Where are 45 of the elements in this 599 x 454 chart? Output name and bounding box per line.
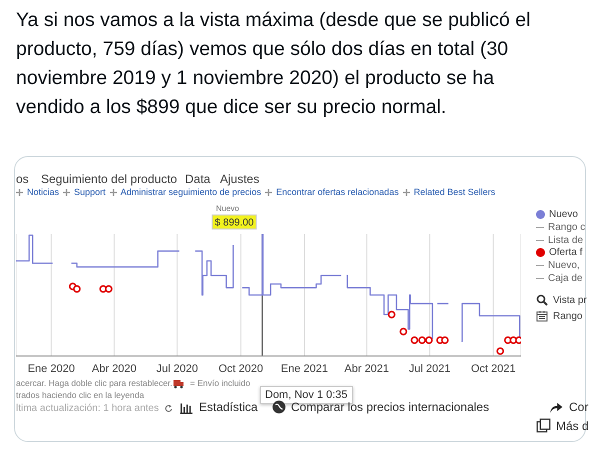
point: [400, 328, 408, 336]
legend-label: Nuevo: [548, 209, 578, 220]
text: Nuevo: [216, 204, 240, 213]
text: Data: [185, 172, 210, 186]
text: Estadística: [198, 400, 258, 414]
text: Rango c: [547, 222, 586, 233]
text: Más d: [555, 418, 589, 433]
text: Ajustes: [220, 172, 260, 186]
text: Related Best Sellers: [414, 187, 496, 197]
x-tick-label: Oct 2021: [471, 362, 516, 375]
point: [73, 285, 81, 293]
x-tick-label: Ene 2020: [28, 362, 75, 375]
x-tick-label: Oct 2020: [218, 362, 264, 375]
text: Dom, Nov 1 0:35: [260, 386, 353, 404]
text: ltima actualización: 1 hora antes: [16, 403, 160, 414]
text: Rango: [552, 310, 582, 322]
text: Seguimiento del producto: [41, 172, 178, 186]
text: Noticias: [27, 187, 60, 197]
text: os: [16, 172, 29, 186]
text: trados haciendo clic en la leyenda: [16, 390, 144, 400]
text: Cor: [568, 400, 588, 414]
text: = Envío incluido: [189, 377, 250, 389]
point: [418, 336, 426, 344]
annotation: $ 899.00: [214, 218, 254, 228]
text: Encontrar ofertas relacionadas: [276, 187, 399, 197]
x-tick-label: Jul 2020: [156, 362, 198, 375]
text: Vista pr: [552, 294, 587, 306]
legend-label: Oferta f: [548, 247, 582, 258]
point: [441, 336, 449, 344]
text: acercar. Haga doble clic para restablecer.: [16, 378, 172, 388]
text: Lista de: [547, 234, 584, 246]
text: Support: [74, 187, 106, 197]
x-tick-label: Jul 2021: [408, 362, 450, 375]
chart-title: Ya si nos vamos a la vista máxima (desde que se publicó el producto, 759 días) vemos que sólo dos días en total (30 noviembre 2019 y 1 noviembre 2020) el producto se ha vendido a los $899 que dice ser su precio normal.: [16, 8, 532, 120]
point: [388, 310, 396, 318]
point: [410, 336, 418, 344]
x-tick-label: Ene 2021: [280, 362, 328, 375]
point: [104, 285, 112, 293]
point: [425, 336, 433, 344]
text: Nuevo,: [547, 260, 580, 272]
text: Caja de: [547, 273, 582, 284]
point: [496, 347, 504, 355]
text: Administrar seguimiento de precios: [120, 187, 262, 197]
x-tick-label: Abr 2021: [344, 362, 390, 375]
x-tick-label: Abr 2020: [92, 362, 137, 375]
